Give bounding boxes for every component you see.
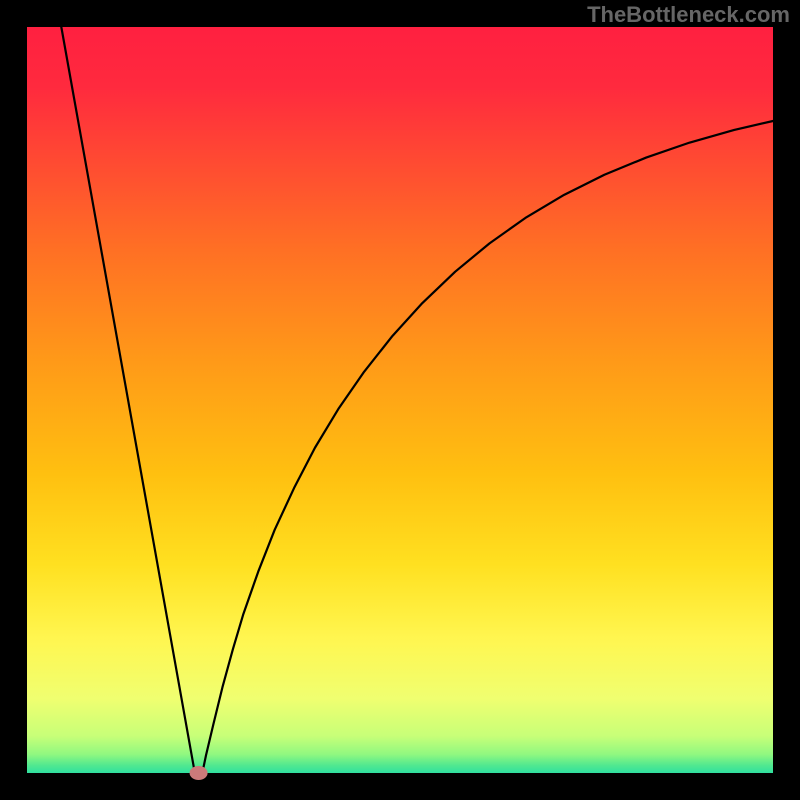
watermark-text: TheBottleneck.com [587,2,790,27]
optimum-marker [190,766,208,780]
plot-background [27,27,773,773]
